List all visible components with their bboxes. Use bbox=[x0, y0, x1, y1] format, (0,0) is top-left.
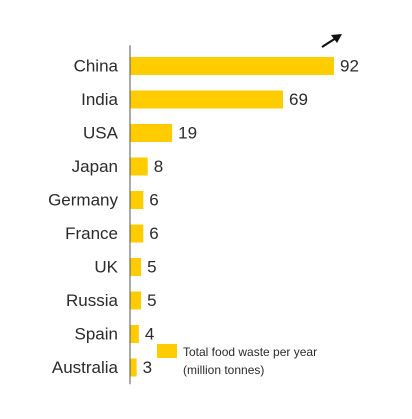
bar-russia bbox=[130, 291, 142, 310]
legend-swatch bbox=[157, 344, 177, 358]
category-label-spain: Spain bbox=[75, 325, 118, 344]
bar-uk bbox=[130, 258, 142, 276]
bar-china bbox=[130, 57, 334, 75]
arrow-head bbox=[331, 34, 342, 43]
bar-germany bbox=[130, 191, 144, 209]
bar-spain bbox=[130, 325, 139, 343]
category-label-australia: Australia bbox=[52, 358, 119, 377]
category-label-uk: UK bbox=[94, 258, 118, 277]
value-label-germany: 6 bbox=[149, 191, 158, 210]
category-label-russia: Russia bbox=[66, 291, 119, 310]
value-label-russia: 5 bbox=[147, 291, 156, 310]
bar-japan bbox=[130, 157, 148, 176]
bar-india bbox=[130, 90, 283, 109]
value-label-usa: 19 bbox=[178, 124, 197, 143]
value-label-france: 6 bbox=[149, 224, 158, 243]
category-labels: China India USA Japan Germany France UK Russia S… bbox=[48, 57, 119, 378]
category-label-usa: USA bbox=[83, 124, 119, 143]
arrow-up-right-icon bbox=[321, 34, 342, 48]
legend-label-line1: Total food waste per year bbox=[183, 345, 317, 359]
value-label-spain: 4 bbox=[145, 325, 154, 344]
value-label-uk: 5 bbox=[147, 258, 156, 277]
category-label-japan: Japan bbox=[72, 157, 118, 176]
legend-label-line2: (million tonnes) bbox=[183, 363, 264, 377]
value-label-china: 92 bbox=[340, 57, 359, 76]
category-label-india: India bbox=[81, 90, 118, 109]
value-label-india: 69 bbox=[289, 90, 308, 109]
bars-layer bbox=[130, 57, 334, 377]
category-label-germany: Germany bbox=[48, 191, 118, 210]
value-labels: 92 69 19 8 6 6 5 5 4 3 bbox=[143, 57, 359, 378]
bar-france bbox=[130, 224, 144, 243]
legend: Total food waste per year (million tonne… bbox=[157, 344, 317, 377]
value-label-japan: 8 bbox=[154, 157, 163, 176]
value-label-australia: 3 bbox=[143, 358, 152, 377]
category-label-china: China bbox=[74, 57, 119, 76]
bar-usa bbox=[130, 124, 173, 142]
bar-australia bbox=[130, 358, 137, 377]
category-label-france: France bbox=[65, 224, 118, 243]
arrow-shaft bbox=[321, 37, 337, 48]
